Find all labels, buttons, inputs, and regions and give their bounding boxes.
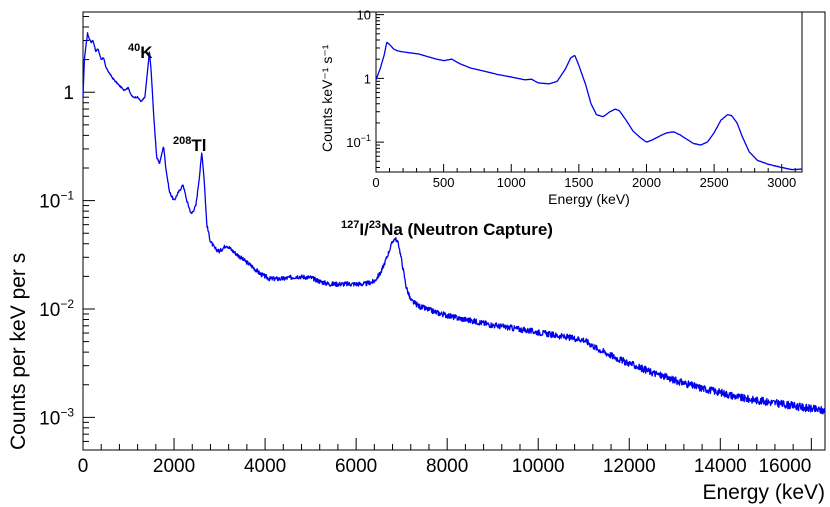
inset-plot-frame bbox=[375, 11, 803, 173]
y-tick-label: 10−3 bbox=[39, 405, 74, 429]
inset-y-axis-title: Counts keV⁻¹ s⁻¹ bbox=[319, 44, 335, 152]
main-axis-ticks bbox=[82, 15, 812, 451]
annotation-i127-mass: 127 bbox=[341, 219, 359, 231]
x-tick-label: 0 bbox=[372, 175, 379, 190]
inset-axis-ticks bbox=[375, 14, 796, 172]
inset-background bbox=[376, 12, 802, 172]
annotation-neutron-capture: 127I/23Na (Neutron Capture) bbox=[341, 219, 553, 239]
x-tick-label: 1000 bbox=[497, 175, 526, 190]
x-tick-label: 1500 bbox=[564, 175, 593, 190]
main-x-tick-labels: 0 2000 4000 6000 8000 10000 12000 14000 16000 bbox=[78, 456, 812, 477]
main-spectrum-line bbox=[82, 32, 826, 415]
annotation-na23-text: Na (Neutron Capture) bbox=[381, 220, 553, 239]
inset-x-tick-labels: 0 500 1000 1500 2000 2500 3000 bbox=[372, 175, 796, 190]
x-tick-label: 12000 bbox=[603, 456, 656, 477]
x-tick-label: 4000 bbox=[244, 456, 286, 477]
main-x-axis-title: Energy (keV) bbox=[702, 481, 825, 504]
main-y-tick-labels: 1 10−1 10−2 10−3 bbox=[39, 83, 74, 429]
x-tick-label: 2000 bbox=[632, 175, 661, 190]
inset-y-tick-labels: 10 1 10−1 bbox=[346, 8, 371, 150]
annotation-tl208-mass: 208 bbox=[173, 135, 191, 147]
annotation-tl208-element: Tl bbox=[191, 136, 206, 155]
x-tick-label: 2500 bbox=[700, 175, 729, 190]
x-tick-label: 8000 bbox=[426, 456, 468, 477]
x-tick-label: 6000 bbox=[335, 456, 377, 477]
y-tick-label: 10−1 bbox=[39, 189, 74, 213]
y-tick-label: 10−1 bbox=[346, 133, 371, 150]
inset-spectrum-line bbox=[375, 41, 803, 171]
x-tick-label: 16000 bbox=[758, 456, 811, 477]
inset-x-axis-title: Energy (keV) bbox=[548, 191, 630, 207]
y-tick-label: 10 bbox=[357, 8, 371, 23]
annotation-i127-element: I/ bbox=[359, 220, 369, 239]
x-tick-label: 2000 bbox=[153, 456, 195, 477]
x-tick-label: 10000 bbox=[512, 456, 565, 477]
y-tick-label: 1 bbox=[364, 71, 371, 86]
y-tick-label: 10−2 bbox=[39, 297, 74, 321]
main-y-axis-title: Counts per keV per s bbox=[7, 253, 30, 450]
annotation-tl208: 208Tl bbox=[173, 135, 206, 155]
annotation-k40: 40K bbox=[128, 42, 153, 62]
annotation-na23-mass: 23 bbox=[369, 219, 381, 231]
annotation-k40-mass: 40 bbox=[128, 42, 140, 54]
y-tick-label: 1 bbox=[63, 83, 74, 104]
x-tick-label: 14000 bbox=[694, 456, 747, 477]
annotation-k40-element: K bbox=[140, 43, 153, 62]
x-tick-label: 3000 bbox=[767, 175, 796, 190]
x-tick-label: 500 bbox=[433, 175, 455, 190]
x-tick-label: 0 bbox=[78, 456, 89, 477]
